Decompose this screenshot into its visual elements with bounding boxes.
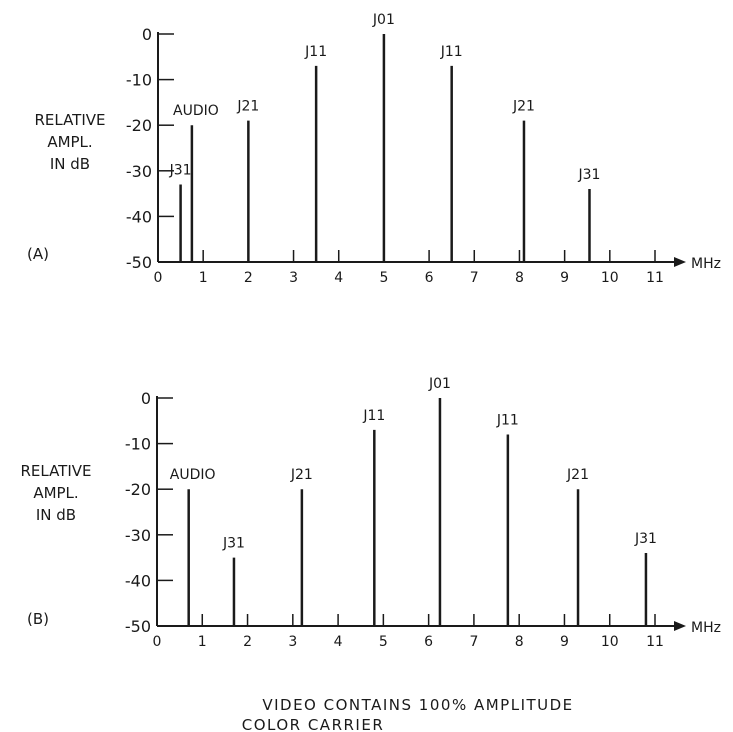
bar-label: J11 [440, 44, 463, 60]
x-tick-label: 8 [515, 634, 524, 650]
x-tick-label: 7 [469, 634, 478, 650]
bar-label: AUDIO [173, 103, 219, 119]
x-tick-label: 0 [154, 270, 163, 286]
x-tick-label: 2 [243, 634, 252, 650]
x-tick-label: 10 [601, 270, 619, 286]
x-tick-label: 4 [334, 634, 343, 650]
y-tick-label: -40 [125, 571, 151, 590]
y-tick-label: -10 [126, 71, 152, 90]
x-tick-label: 1 [199, 270, 208, 286]
x-tick-label: 9 [560, 634, 569, 650]
x-tick-label: 10 [601, 634, 619, 650]
bar-label: J31 [222, 536, 245, 552]
caption-line-2: COLOR CARRIER [242, 716, 385, 732]
x-tick-label: 6 [424, 634, 433, 650]
y-tick-label: -40 [126, 207, 152, 226]
y-axis-title-line: RELATIVE [34, 111, 105, 129]
y-axis-title-line: IN dB [36, 506, 76, 524]
caption-line-1: VIDEO CONTAINS 100% AMPLITUDE [262, 696, 573, 714]
x-tick-label: 3 [289, 270, 298, 286]
x-tick-label: 11 [646, 270, 664, 286]
bar-label: J21 [236, 99, 259, 115]
y-tick-label: 0 [141, 389, 151, 408]
x-unit-label: MHz [691, 620, 721, 636]
x-tick-label: 5 [379, 270, 388, 286]
x-axis-arrowhead [674, 621, 686, 631]
y-tick-label: -10 [125, 435, 151, 454]
x-tick-label: 1 [198, 634, 207, 650]
bar-label: J11 [362, 408, 385, 424]
y-tick-label: -30 [126, 162, 152, 181]
y-axis-title-line: AMPL. [47, 133, 92, 151]
bar-label: J31 [634, 531, 657, 547]
x-tick-label: 4 [334, 270, 343, 286]
bar-label: J31 [578, 167, 601, 183]
bar-label: J11 [304, 44, 327, 60]
bar-label: J21 [290, 467, 313, 483]
x-tick-label: 5 [379, 634, 388, 650]
y-tick-label: -50 [125, 617, 151, 636]
x-tick-label: 0 [153, 634, 162, 650]
x-tick-label: 3 [288, 634, 297, 650]
bar-label: AUDIO [170, 467, 216, 483]
y-axis-title-line: IN dB [50, 155, 90, 173]
bar-label: J31 [169, 162, 192, 178]
x-tick-label: 2 [244, 270, 253, 286]
panel-b-chart: 0-10-20-30-40-500 1 2 3 4 5 6 7 8 9 10 11MHzRELATIV… [20, 376, 721, 650]
x-tick-label: 8 [515, 270, 524, 286]
x-tick-label: 7 [470, 270, 479, 286]
y-tick-label: 0 [142, 25, 152, 44]
panel-a-chart: 0-10-20-30-40-500 1 2 3 4 5 6 7 8 9 10 11MHzRELATIV… [27, 12, 721, 286]
bar-label: J21 [512, 99, 535, 115]
y-axis-title-line: AMPL. [33, 484, 78, 502]
panel-label: (A) [27, 245, 49, 263]
bar-label: J01 [428, 376, 451, 392]
x-tick-label: 11 [646, 634, 664, 650]
y-tick-label: -50 [126, 253, 152, 272]
x-unit-label: MHz [691, 256, 721, 272]
panel-label: (B) [27, 610, 49, 628]
x-tick-label: 9 [560, 270, 569, 286]
y-tick-label: -20 [125, 480, 151, 499]
x-axis-arrowhead [674, 257, 686, 267]
bar-label: J11 [496, 412, 519, 428]
y-tick-label: -20 [126, 116, 152, 135]
bar-label: J21 [566, 467, 589, 483]
x-tick-label: 6 [425, 270, 434, 286]
y-tick-label: -30 [125, 526, 151, 545]
y-axis-title-line: RELATIVE [20, 462, 91, 480]
bar-label: J01 [372, 12, 395, 28]
